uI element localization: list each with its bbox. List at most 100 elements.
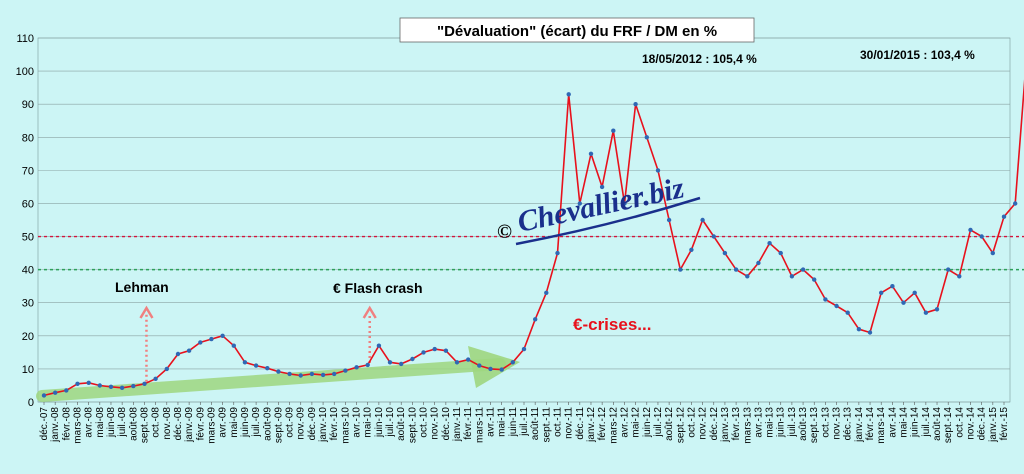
x-tick-label: mars-12 bbox=[608, 407, 619, 444]
data-point bbox=[644, 135, 649, 140]
x-tick-label: déc.-10 bbox=[441, 407, 452, 441]
x-tick-label: juil.-12 bbox=[653, 407, 664, 438]
x-tick-label: déc.-09 bbox=[307, 407, 318, 441]
data-point bbox=[276, 369, 281, 374]
data-point bbox=[53, 390, 58, 395]
data-point bbox=[700, 217, 705, 223]
x-tick-label: juin-14 bbox=[910, 407, 921, 438]
series-markers bbox=[41, 92, 1018, 398]
x-tick-label: déc.-07 bbox=[39, 407, 50, 441]
data-point bbox=[655, 168, 661, 173]
annotation-peak-2012: 18/05/2012 : 105,4 % bbox=[642, 52, 757, 66]
data-point bbox=[901, 300, 906, 305]
x-tick-label: sept.-13 bbox=[809, 407, 820, 444]
data-point bbox=[253, 363, 259, 368]
y-tick-label: 10 bbox=[22, 364, 34, 376]
x-tick-label: févr.-15 bbox=[999, 407, 1010, 441]
x-tick-label: déc.-13 bbox=[843, 407, 854, 441]
annotation-flash-crash: € Flash crash bbox=[333, 280, 423, 296]
data-point bbox=[722, 250, 728, 256]
x-tick-label: sept.-10 bbox=[407, 407, 418, 444]
data-point bbox=[890, 284, 895, 289]
data-point bbox=[421, 350, 426, 355]
x-tick-label: sept.-14 bbox=[943, 407, 954, 444]
x-tick-label: nov.-08 bbox=[162, 407, 173, 440]
x-tick-label: août-10 bbox=[396, 407, 407, 441]
y-tick-label: 30 bbox=[22, 298, 34, 310]
data-point bbox=[343, 368, 348, 373]
x-tick-label: déc.-12 bbox=[709, 407, 720, 441]
data-point bbox=[566, 92, 571, 97]
data-point bbox=[64, 388, 69, 393]
data-point bbox=[845, 310, 850, 315]
reference-lines bbox=[38, 235, 1024, 271]
x-tick-label: juin-12 bbox=[642, 407, 653, 438]
data-point bbox=[812, 277, 817, 282]
data-point bbox=[175, 351, 181, 357]
x-tick-label: mars-13 bbox=[742, 407, 753, 444]
data-point bbox=[733, 267, 739, 272]
data-point bbox=[287, 371, 292, 377]
data-point bbox=[789, 274, 795, 279]
data-point bbox=[41, 393, 47, 398]
x-tick-label: mai-12 bbox=[631, 407, 642, 438]
data-point bbox=[689, 247, 694, 252]
x-tick-label: juin-08 bbox=[106, 407, 117, 438]
x-tick-label: juil.-13 bbox=[787, 407, 798, 438]
data-point bbox=[1013, 201, 1018, 206]
data-point bbox=[97, 383, 103, 388]
annotation-lehman: Lehman bbox=[115, 279, 169, 295]
event-arrow-head bbox=[139, 305, 154, 319]
data-point bbox=[499, 367, 504, 372]
data-point bbox=[510, 360, 515, 365]
trend-band bbox=[36, 358, 506, 402]
data-point bbox=[86, 380, 91, 385]
data-point bbox=[968, 227, 973, 233]
x-tick-label: févr.-12 bbox=[597, 407, 608, 441]
data-point bbox=[298, 373, 303, 378]
data-point bbox=[354, 365, 359, 370]
x-tick-label: avr.-10 bbox=[352, 407, 363, 438]
x-tick-label: mai-13 bbox=[765, 407, 776, 438]
y-tick-label: 50 bbox=[22, 232, 34, 244]
watermark-copyright: © bbox=[497, 221, 512, 243]
data-point bbox=[75, 381, 80, 386]
data-point bbox=[242, 360, 248, 365]
x-axis-ticks: déc.-07 janv.-08 févr.-08 mars-08 avr.-08 mai… bbox=[39, 402, 1010, 444]
data-point bbox=[231, 343, 236, 348]
x-tick-label: janv.-15 bbox=[988, 407, 999, 443]
x-tick-label: mars-11 bbox=[474, 407, 485, 443]
data-point bbox=[745, 274, 750, 279]
x-tick-label: janv.-10 bbox=[318, 407, 329, 443]
x-tick-label: avr.-09 bbox=[218, 407, 229, 438]
x-tick-label: janv.-12 bbox=[586, 407, 597, 443]
data-point bbox=[410, 356, 415, 362]
x-tick-label: mai-10 bbox=[363, 407, 374, 438]
x-tick-label: nov.-09 bbox=[296, 407, 307, 440]
trend-arrowhead bbox=[468, 346, 520, 388]
y-tick-label: 0 bbox=[28, 397, 34, 409]
x-tick-label: août-09 bbox=[262, 407, 273, 441]
x-tick-label: janv.-13 bbox=[720, 407, 731, 443]
data-point bbox=[164, 366, 169, 372]
x-tick-label: août-08 bbox=[128, 407, 139, 441]
x-tick-label: avr.-14 bbox=[887, 407, 898, 438]
annotation-euro-crises: €-crises... bbox=[573, 315, 651, 334]
x-tick-label: sept.-12 bbox=[675, 407, 686, 444]
x-tick-label: mars-10 bbox=[340, 407, 351, 444]
data-point bbox=[599, 184, 605, 190]
x-tick-label: sept.-11 bbox=[541, 407, 552, 443]
data-point bbox=[365, 362, 370, 368]
x-tick-label: nov.-10 bbox=[430, 407, 441, 440]
data-point bbox=[767, 241, 772, 246]
x-tick-label: avr.-12 bbox=[619, 407, 630, 438]
data-point bbox=[466, 357, 471, 362]
x-tick-label: avr.-08 bbox=[84, 407, 95, 438]
watermark-underline bbox=[515, 196, 701, 246]
event-arrows bbox=[139, 305, 377, 382]
data-point bbox=[544, 290, 549, 295]
y-tick-label: 100 bbox=[16, 66, 34, 78]
data-point bbox=[131, 383, 136, 389]
data-point bbox=[622, 201, 627, 206]
data-point bbox=[934, 307, 940, 312]
